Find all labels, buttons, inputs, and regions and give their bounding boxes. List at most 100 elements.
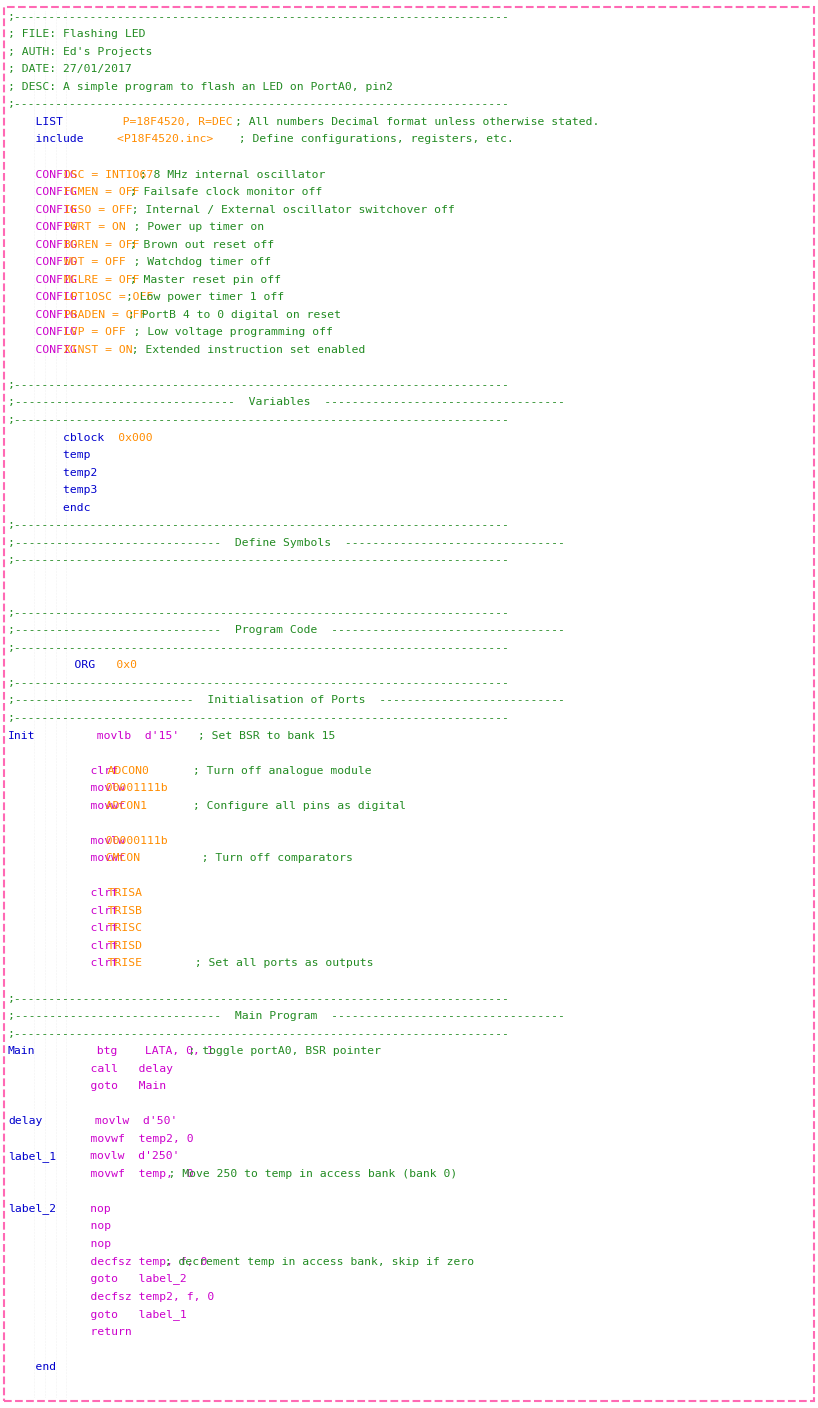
Text: movlw: movlw (8, 783, 125, 793)
Text: BOREN = OFF: BOREN = OFF (57, 239, 140, 249)
Text: CONFIG: CONFIG (8, 187, 77, 197)
Text: clrf: clrf (8, 905, 118, 915)
Text: 0x0: 0x0 (82, 660, 137, 670)
Text: CONFIG: CONFIG (8, 310, 77, 320)
Text: TRISE: TRISE (87, 959, 142, 969)
Text: ; Move 250 to temp in access bank (bank 0): ; Move 250 to temp in access bank (bank … (141, 1169, 457, 1178)
Text: ;------------------------------  Define Symbols  -------------------------------: ;------------------------------ Define S… (8, 538, 565, 548)
Text: decfsz temp2, f, 0: decfsz temp2, f, 0 (8, 1291, 214, 1301)
Text: ; 8 MHz internal oscillator: ; 8 MHz internal oscillator (126, 169, 326, 180)
Text: OSC = INTIO67: OSC = INTIO67 (57, 169, 154, 180)
Text: ADCON0: ADCON0 (87, 766, 149, 776)
Text: delay: delay (8, 1117, 43, 1126)
Text: LPT1OSC = OFF: LPT1OSC = OFF (57, 293, 154, 303)
Text: ; Power up timer on: ; Power up timer on (106, 222, 264, 232)
Text: ; Watchdog timer off: ; Watchdog timer off (106, 258, 272, 268)
Text: ;------------------------------------------------------------------------: ;---------------------------------------… (8, 100, 510, 110)
Text: 00001111b: 00001111b (92, 783, 167, 793)
Text: goto   Main: goto Main (8, 1081, 166, 1091)
Text: TRISA: TRISA (87, 888, 142, 898)
Text: CONFIG: CONFIG (8, 293, 77, 303)
Text: clrf: clrf (8, 959, 118, 969)
Text: movlw  d'250': movlw d'250' (43, 1152, 180, 1162)
Text: ;------------------------------------------------------------------------: ;---------------------------------------… (8, 1029, 510, 1039)
Text: clrf: clrf (8, 924, 118, 934)
Text: ;------------------------------------------------------------------------: ;---------------------------------------… (8, 679, 510, 689)
Text: ;------------------------------------------------------------------------: ;---------------------------------------… (8, 11, 510, 21)
Text: CONFIG: CONFIG (8, 169, 77, 180)
Text: decfsz temp, f, 0: decfsz temp, f, 0 (8, 1256, 208, 1267)
Text: goto   label_2: goto label_2 (8, 1274, 187, 1284)
Text: ; Brown out reset off: ; Brown out reset off (116, 239, 274, 249)
Text: LVP = OFF: LVP = OFF (57, 327, 126, 338)
Text: CONFIG: CONFIG (8, 275, 77, 284)
Text: movwf  temp2, 0: movwf temp2, 0 (8, 1133, 194, 1143)
Text: ; Turn off analogue module: ; Turn off analogue module (131, 766, 371, 776)
Text: ; Low voltage programming off: ; Low voltage programming off (106, 327, 333, 338)
Text: goto   label_1: goto label_1 (8, 1308, 187, 1319)
Text: movwf: movwf (8, 801, 125, 811)
Text: TRISD: TRISD (87, 941, 142, 950)
Text: ; AUTH: Ed's Projects: ; AUTH: Ed's Projects (8, 46, 152, 56)
Text: nop: nop (8, 1239, 111, 1249)
Text: ; Set BSR to bank 15: ; Set BSR to bank 15 (136, 731, 335, 741)
Text: ;------------------------------------------------------------------------: ;---------------------------------------… (8, 520, 510, 531)
Text: LIST: LIST (8, 117, 63, 127)
Text: ; Define configurations, registers, etc.: ; Define configurations, registers, etc. (170, 135, 514, 145)
Text: Init: Init (8, 731, 35, 741)
Text: clrf: clrf (8, 888, 118, 898)
Text: ; Failsafe clock monitor off: ; Failsafe clock monitor off (116, 187, 322, 197)
Text: ;--------------------------------  Variables  ----------------------------------: ;-------------------------------- Variab… (8, 397, 565, 407)
Text: temp: temp (8, 451, 91, 460)
Text: CONFIG: CONFIG (8, 258, 77, 268)
Text: movwf  temp,  0: movwf temp, 0 (8, 1169, 194, 1178)
Text: label_2: label_2 (8, 1204, 56, 1214)
Text: ;------------------------------------------------------------------------: ;---------------------------------------… (8, 415, 510, 425)
Text: ;------------------------------------------------------------------------: ;---------------------------------------… (8, 608, 510, 618)
Text: btg    LATA, 0, 1: btg LATA, 0, 1 (28, 1046, 213, 1056)
Text: label_1: label_1 (8, 1150, 56, 1162)
Text: movlw  d'50': movlw d'50' (33, 1117, 177, 1126)
Text: endc: endc (8, 503, 91, 513)
Text: P=18F4520, R=DEC: P=18F4520, R=DEC (47, 117, 233, 127)
Text: movlw: movlw (8, 836, 125, 846)
Text: PBADEN = OFF: PBADEN = OFF (57, 310, 146, 320)
Text: ; Configure all pins as digital: ; Configure all pins as digital (131, 801, 406, 811)
Text: PWRT = ON: PWRT = ON (57, 222, 126, 232)
Text: ; DESC: A simple program to flash an LED on PortA0, pin2: ; DESC: A simple program to flash an LED… (8, 82, 393, 92)
Text: clrf: clrf (8, 941, 118, 950)
Text: ; Extended instruction set enabled: ; Extended instruction set enabled (111, 345, 366, 355)
Text: 0x000: 0x000 (77, 432, 152, 442)
Text: XINST = ON: XINST = ON (57, 345, 133, 355)
Text: end: end (8, 1362, 56, 1371)
Text: call   delay: call delay (8, 1063, 173, 1074)
Text: return: return (8, 1326, 132, 1336)
Text: ; Internal / External oscillator switchover off: ; Internal / External oscillator switcho… (111, 204, 455, 214)
Text: ;--------------------------  Initialisation of Ports  --------------------------: ;-------------------------- Initialisati… (8, 696, 565, 705)
Text: ; Low power timer 1 off: ; Low power timer 1 off (126, 293, 284, 303)
Text: CONFIG: CONFIG (8, 222, 77, 232)
Text: CMCON: CMCON (92, 853, 140, 863)
Text: temp3: temp3 (8, 486, 97, 496)
Text: FCMEN = OFF: FCMEN = OFF (57, 187, 140, 197)
Text: ;------------------------------------------------------------------------: ;---------------------------------------… (8, 380, 510, 390)
Text: ; Set all ports as outputs: ; Set all ports as outputs (126, 959, 374, 969)
Text: ;------------------------------------------------------------------------: ;---------------------------------------… (8, 994, 510, 1004)
Text: cblock: cblock (8, 432, 104, 442)
Text: MCLRE = OFF: MCLRE = OFF (57, 275, 140, 284)
Text: movwf: movwf (8, 853, 125, 863)
Text: CONFIG: CONFIG (8, 239, 77, 249)
Text: ; toggle portA0, BSR pointer: ; toggle portA0, BSR pointer (160, 1046, 380, 1056)
Text: nop: nop (43, 1204, 111, 1214)
Text: WDT = OFF: WDT = OFF (57, 258, 126, 268)
Text: temp2: temp2 (8, 467, 97, 477)
Text: nop: nop (8, 1222, 111, 1232)
Text: ;------------------------------  Program Code  ---------------------------------: ;------------------------------ Program … (8, 625, 565, 635)
Text: Main: Main (8, 1046, 35, 1056)
Text: ; PortB 4 to 0 digital on reset: ; PortB 4 to 0 digital on reset (121, 310, 341, 320)
Text: include: include (8, 135, 83, 145)
Text: CONFIG: CONFIG (8, 345, 77, 355)
Text: 00000111b: 00000111b (92, 836, 167, 846)
Text: ; DATE: 27/01/2017: ; DATE: 27/01/2017 (8, 65, 132, 75)
Text: ; FILE: Flashing LED: ; FILE: Flashing LED (8, 30, 146, 39)
